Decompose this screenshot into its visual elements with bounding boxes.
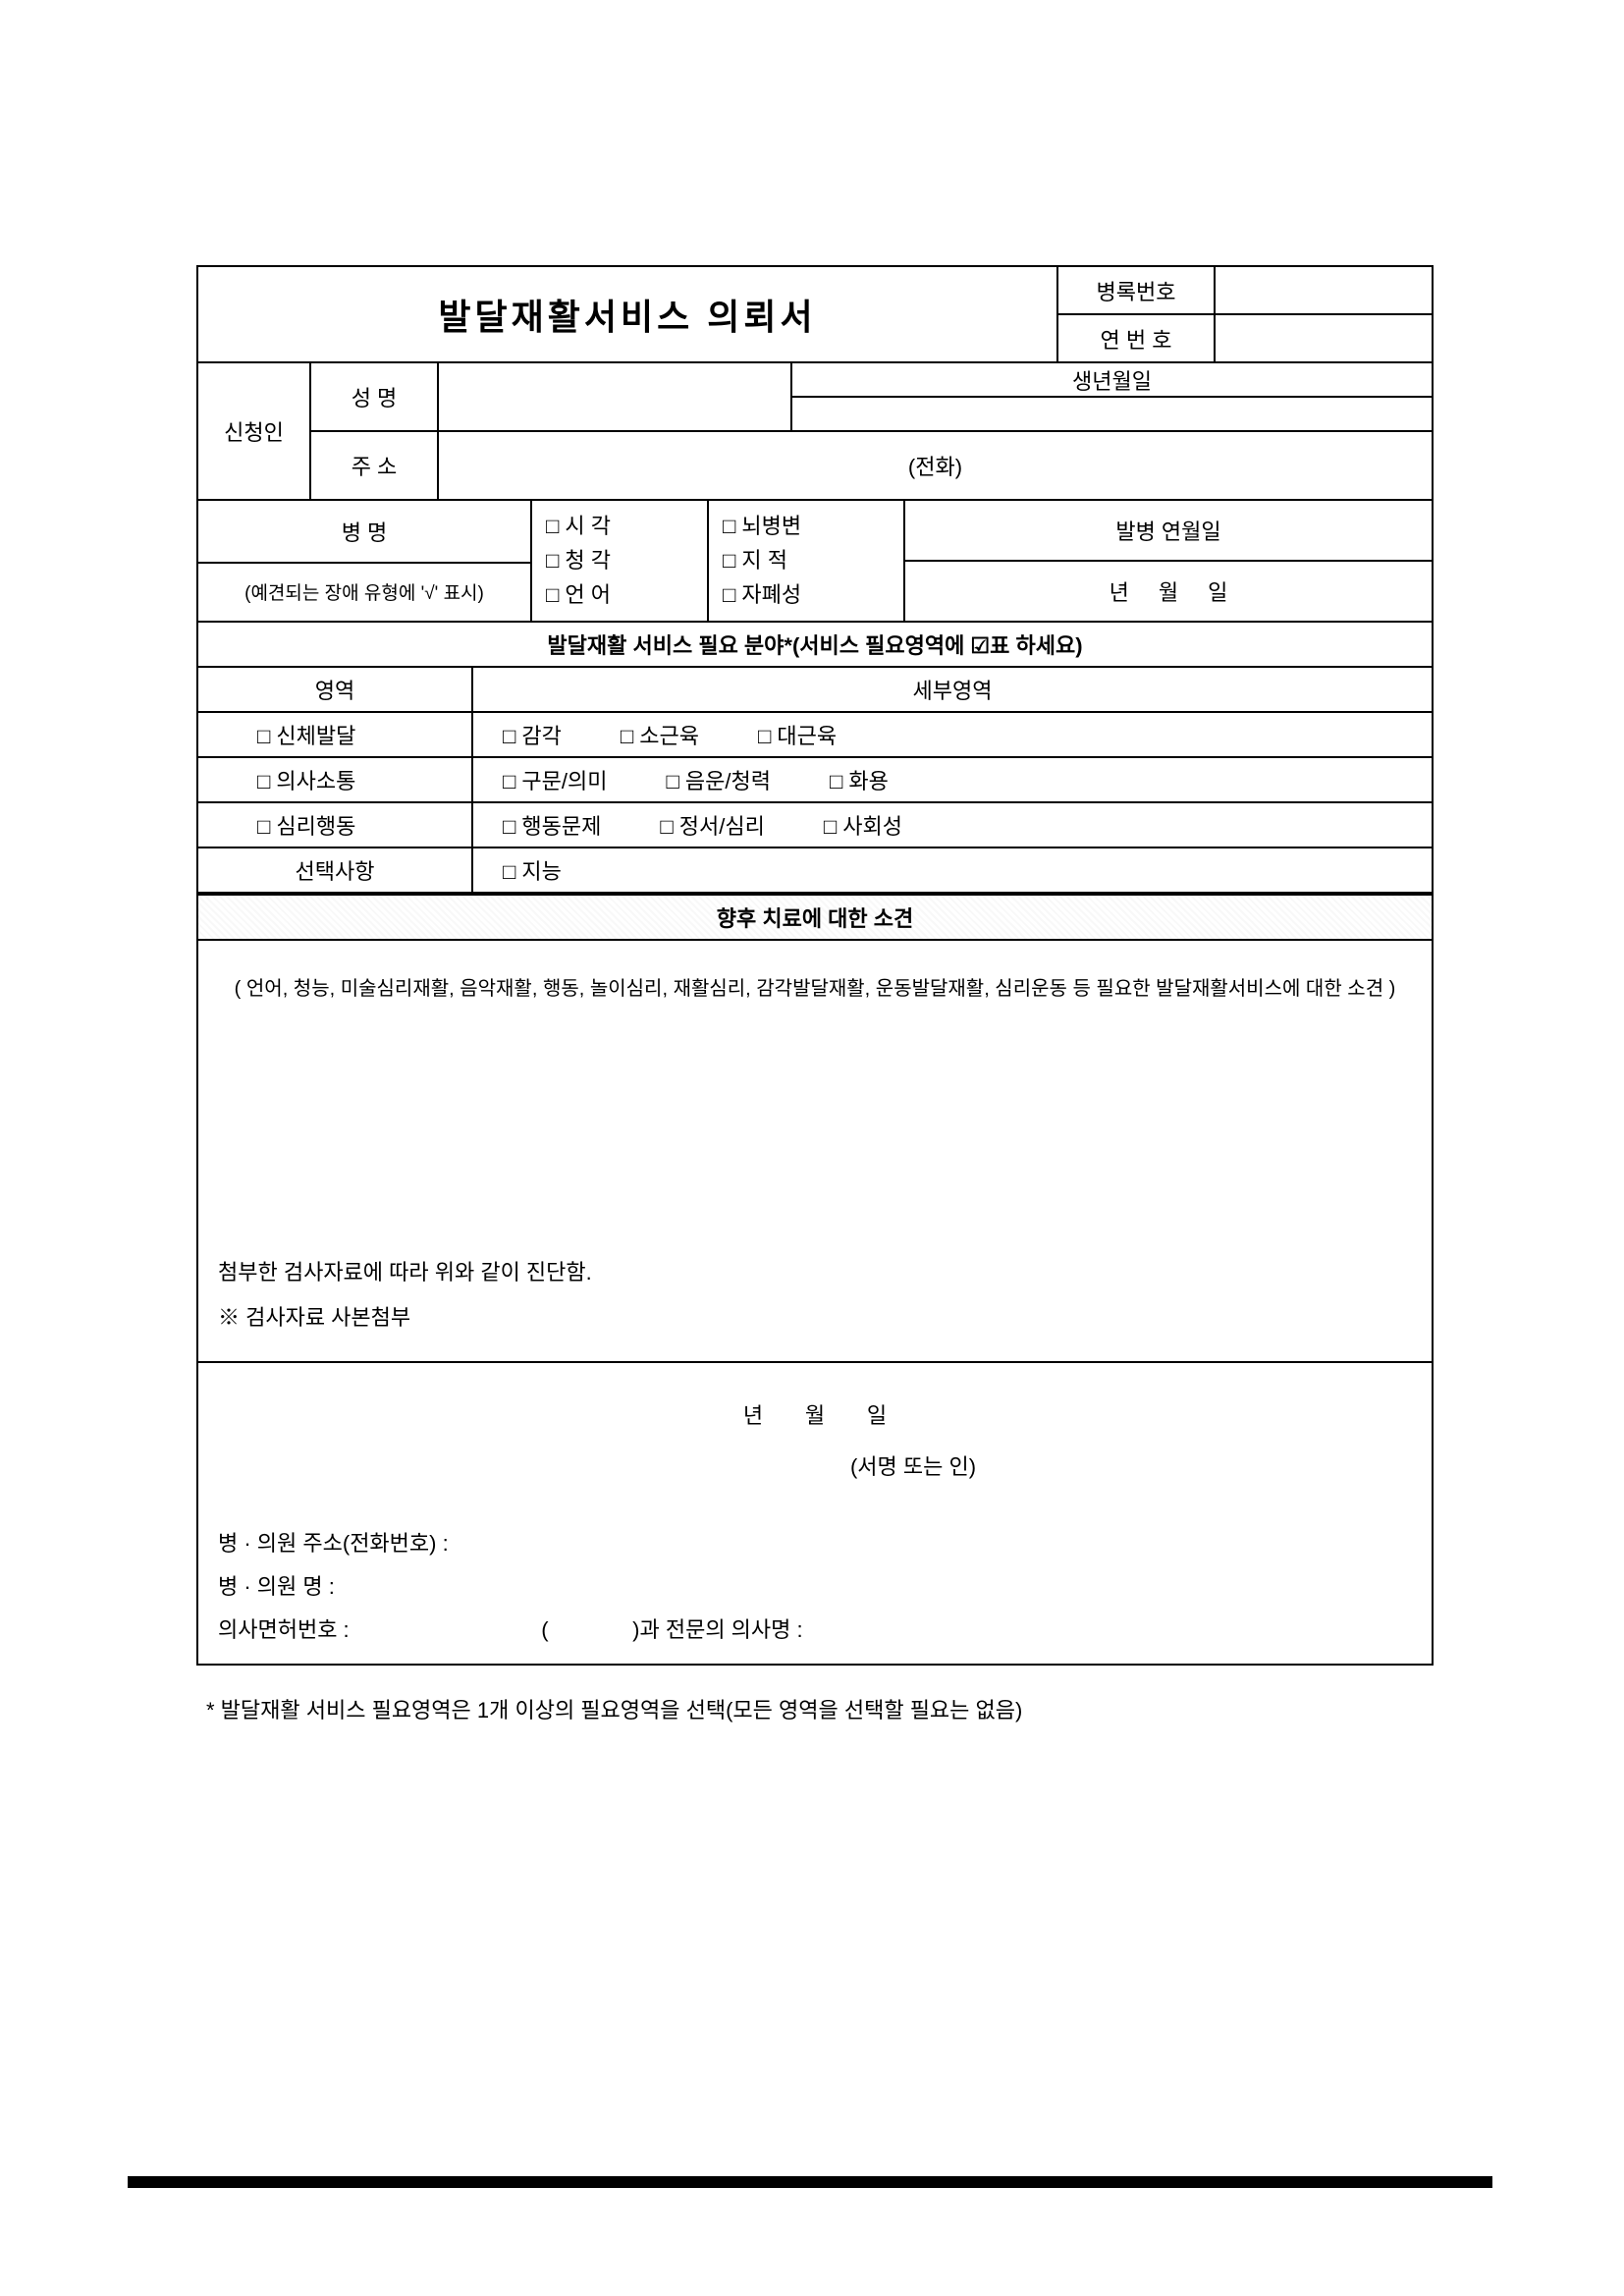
- date-line[interactable]: 년 월 일: [198, 1363, 1432, 1449]
- opt-autism[interactable]: □ 자폐성: [723, 577, 890, 612]
- applicant-body: 성 명 생년월일 주 소 (전화): [311, 363, 1432, 499]
- opinion-body[interactable]: ( 언어, 청능, 미술심리재활, 음악재활, 행동, 놀이심리, 재활심리, …: [198, 941, 1432, 1255]
- applicant-row: 신청인 성 명 생년월일 주 소 (전화): [198, 363, 1432, 501]
- area-communication[interactable]: □ 의사소통: [198, 758, 473, 801]
- area-physical[interactable]: □ 신체발달: [198, 713, 473, 756]
- sig-month: 월: [805, 1403, 825, 1428]
- record-no-value[interactable]: [1216, 267, 1432, 313]
- attachment-note: ※ 검사자료 사본첨부: [198, 1292, 1432, 1363]
- item-sensory[interactable]: □ 감각: [503, 719, 562, 750]
- diagnosis-line: 첨부한 검사자료에 따라 위와 같이 진단함.: [198, 1255, 1432, 1292]
- sig-year: 년: [743, 1403, 763, 1428]
- area-col1-label: 영역: [198, 668, 473, 711]
- opt-language[interactable]: □ 언 어: [546, 577, 693, 612]
- serial-no-label: 연 번 호: [1058, 315, 1216, 361]
- onset-day: 일: [1208, 575, 1227, 607]
- disease-note: (예견되는 장애 유형에 '√' 표시): [198, 564, 530, 621]
- area-row-physical: □ 신체발달 □ 감각 □ 소근육 □ 대근육: [198, 713, 1432, 758]
- dept-label: )과 전문의 의사명 :: [632, 1617, 802, 1642]
- item-pragmatics[interactable]: □ 화용: [830, 764, 889, 795]
- item-phonology[interactable]: □ 음운/청력: [666, 764, 770, 795]
- area-row-communication: □ 의사소통 □ 구문/의미 □ 음운/청력 □ 화용: [198, 758, 1432, 803]
- serial-no-value[interactable]: [1216, 315, 1432, 361]
- applicant-label: 신청인: [198, 363, 311, 499]
- form-title: 발달재활서비스 의뢰서: [198, 267, 1058, 361]
- serial-no-row: 연 번 호: [1058, 315, 1432, 361]
- disease-right: 발병 연월일 년 월 일: [905, 501, 1432, 621]
- address-value[interactable]: (전화): [439, 432, 1432, 499]
- area-row-optional: 선택사항 □ 지능: [198, 848, 1432, 894]
- sig-day: 일: [867, 1403, 887, 1428]
- disease-name-label: 병 명: [198, 501, 530, 564]
- area-col2-label: 세부영역: [473, 668, 1432, 711]
- item-social[interactable]: □ 사회성: [824, 809, 902, 841]
- opt-brain[interactable]: □ 뇌병변: [723, 509, 890, 543]
- item-behavior[interactable]: □ 행동문제: [503, 809, 601, 841]
- hospital-name[interactable]: 병 · 의원 명 :: [198, 1563, 1432, 1607]
- onset-year: 년: [1110, 575, 1129, 607]
- area-row-behavior: □ 심리행동 □ 행동문제 □ 정서/심리 □ 사회성: [198, 803, 1432, 848]
- opt-visual[interactable]: □ 시 각: [546, 509, 693, 543]
- opt-intellectual[interactable]: □ 지 적: [723, 543, 890, 577]
- need-area-header: 발달재활 서비스 필요 분야*(서비스 필요영역에 ☑표 하세요): [198, 621, 1432, 668]
- opinion-header: 향후 치료에 대한 소견: [198, 894, 1432, 941]
- area-behavior[interactable]: □ 심리행동: [198, 803, 473, 847]
- header-side: 병록번호 연 번 호: [1058, 267, 1432, 361]
- disease-options-col1: □ 시 각 □ 청 각 □ 언 어: [532, 501, 709, 621]
- disease-options-col2: □ 뇌병변 □ 지 적 □ 자폐성: [709, 501, 905, 621]
- bottom-bar: [128, 2176, 1492, 2188]
- item-gross-motor[interactable]: □ 대근육: [758, 719, 837, 750]
- item-fine-motor[interactable]: □ 소근육: [621, 719, 699, 750]
- signature-label[interactable]: (서명 또는 인): [198, 1449, 1432, 1520]
- license-label: 의사면허번호 :: [218, 1617, 350, 1642]
- dept-open: (: [541, 1617, 548, 1642]
- phone-label: (전화): [908, 450, 962, 481]
- onset-date[interactable]: 년 월 일: [905, 562, 1432, 621]
- form-container: 발달재활서비스 의뢰서 병록번호 연 번 호 신청인 성 명 생년월일: [196, 265, 1434, 1666]
- onset-month: 월: [1159, 575, 1178, 607]
- record-no-label: 병록번호: [1058, 267, 1216, 313]
- license-line[interactable]: 의사면허번호 : ( )과 전문의 의사명 :: [198, 1607, 1432, 1664]
- disease-left: 병 명 (예견되는 장애 유형에 '√' 표시): [198, 501, 532, 621]
- birth-value[interactable]: [792, 398, 1432, 430]
- birth-column: 생년월일: [792, 363, 1432, 430]
- applicant-name-line: 성 명 생년월일: [311, 363, 1432, 432]
- item-syntax[interactable]: □ 구문/의미: [503, 764, 607, 795]
- address-label: 주 소: [311, 432, 439, 499]
- name-value[interactable]: [439, 363, 792, 430]
- item-emotion[interactable]: □ 정서/심리: [660, 809, 764, 841]
- footnote: * 발달재활 서비스 필요영역은 1개 이상의 필요영역을 선택(모든 영역을 …: [196, 1666, 1434, 1724]
- area-optional: 선택사항: [198, 848, 473, 892]
- birth-label: 생년월일: [792, 363, 1432, 398]
- area-columns: 영역 세부영역: [198, 668, 1432, 713]
- item-intelligence[interactable]: □ 지능: [503, 854, 562, 886]
- hospital-address[interactable]: 병 · 의원 주소(전화번호) :: [198, 1520, 1432, 1563]
- opt-hearing[interactable]: □ 청 각: [546, 543, 693, 577]
- onset-label: 발병 연월일: [905, 501, 1432, 562]
- name-label: 성 명: [311, 363, 439, 430]
- disease-row: 병 명 (예견되는 장애 유형에 '√' 표시) □ 시 각 □ 청 각 □ 언…: [198, 501, 1432, 621]
- title-row: 발달재활서비스 의뢰서 병록번호 연 번 호: [198, 267, 1432, 363]
- record-no-row: 병록번호: [1058, 267, 1432, 315]
